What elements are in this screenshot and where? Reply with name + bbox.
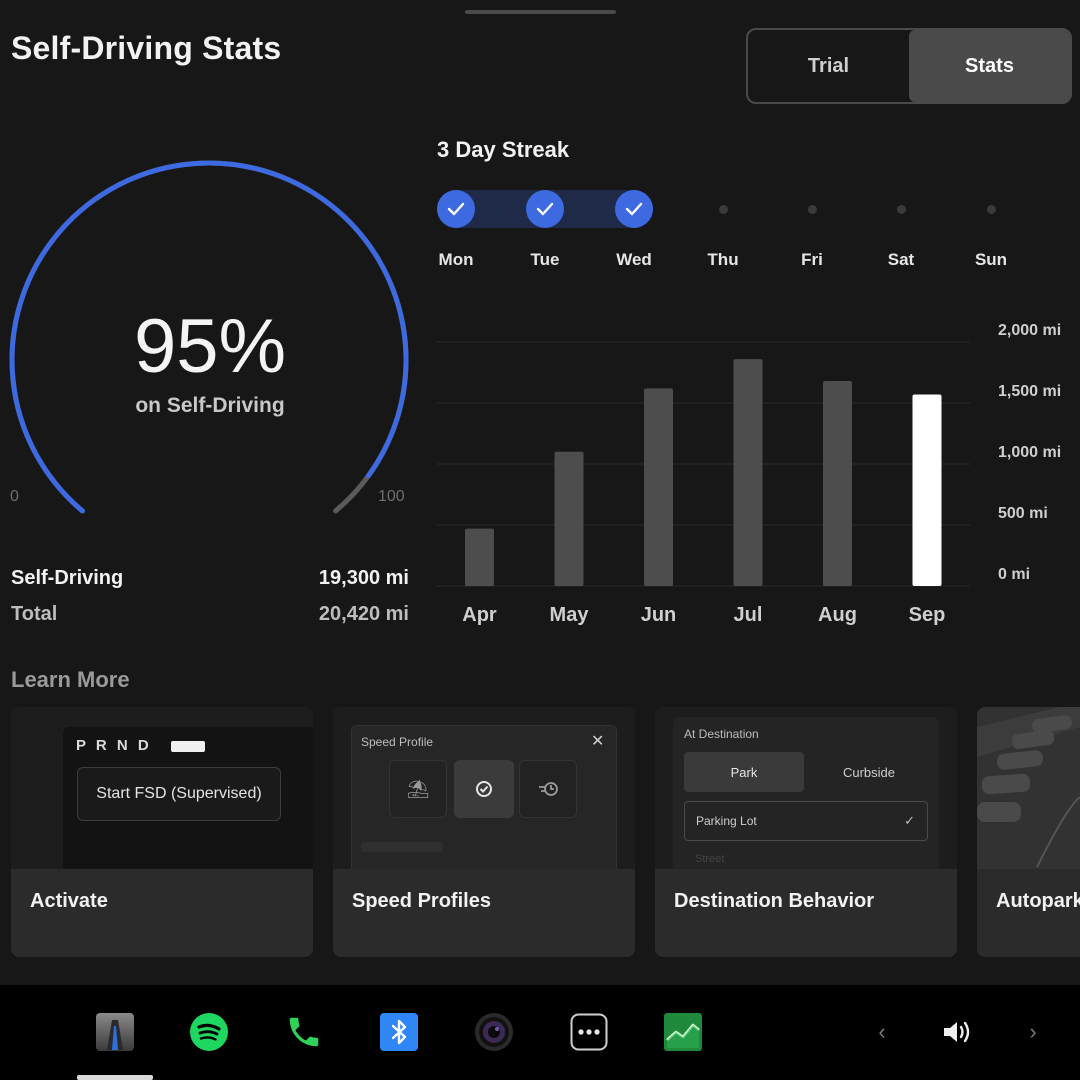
- y-tick-label: 500 mi: [998, 505, 1048, 522]
- bar-jul[interactable]: [733, 359, 763, 586]
- streak-title: 3 Day Streak: [437, 137, 570, 162]
- bar-apr[interactable]: [465, 528, 494, 586]
- y-tick-label: 0 mi: [998, 566, 1030, 583]
- tab-trial[interactable]: Trial: [807, 54, 850, 77]
- phone-icon[interactable]: [284, 1012, 324, 1052]
- learn-more-heading: Learn More: [11, 667, 130, 692]
- stat-value: 19,300 mi: [318, 567, 409, 589]
- close-icon: ✕: [591, 733, 605, 750]
- autopilot-icon[interactable]: [95, 1012, 135, 1052]
- streak-day-sun: [972, 190, 1010, 228]
- hurry-icon: [519, 760, 577, 818]
- streak-day-wed: [615, 190, 653, 228]
- y-tick-label: 1,000 mi: [998, 444, 1061, 461]
- x-tick-label: Apr: [462, 604, 497, 626]
- parking-lot-select: Parking Lot ✓: [684, 801, 928, 841]
- x-tick-label: Sep: [909, 604, 946, 626]
- bluetooth-icon[interactable]: [379, 1012, 419, 1052]
- gauge-subtitle: on Self-Driving: [135, 394, 285, 417]
- streak-day-sat: [882, 190, 920, 228]
- monthly-miles-chart: 0 mi 500 mi 1,000 mi 1,500 mi 2,000 mi Apr May…: [437, 322, 1061, 626]
- x-tick-label: May: [550, 604, 590, 626]
- y-tick-label: 2,000 mi: [998, 322, 1061, 339]
- start-fsd-button: Start FSD (Supervised): [77, 767, 281, 821]
- y-tick-label: 1,500 mi: [998, 383, 1061, 400]
- x-tick-label: Aug: [818, 604, 857, 626]
- bar-sep[interactable]: [912, 394, 942, 586]
- self-driving-gauge: [9, 160, 409, 514]
- chevron-left-icon[interactable]: ‹: [878, 1019, 886, 1044]
- bar-aug[interactable]: [823, 381, 852, 586]
- card-autopark[interactable]: Autopark: [977, 707, 1080, 957]
- street-option: Street: [695, 853, 725, 865]
- streak-day-label: Sun: [974, 250, 1008, 269]
- card-activate[interactable]: P R N D Start FSD (Supervised) Activate: [11, 707, 313, 957]
- streak-day-label: Wed: [616, 250, 652, 269]
- card-label: Speed Profiles: [352, 890, 491, 912]
- camera-icon[interactable]: [474, 1012, 514, 1052]
- curbside-option: Curbside: [842, 764, 896, 780]
- parking-lot-image: [977, 707, 1080, 869]
- empty-day-dot: [807, 204, 817, 214]
- drag-handle[interactable]: [465, 10, 616, 14]
- card-thumbnail: P R N D Start FSD (Supervised): [11, 707, 313, 869]
- page-title: Self-Driving Stats: [11, 30, 282, 66]
- panel-title: Speed Profile: [361, 735, 434, 749]
- battery-indicator: [171, 741, 205, 752]
- gauge-min-label: 0: [10, 488, 19, 505]
- streak-day-label: Thu: [707, 250, 739, 269]
- streak-day-thu: [704, 190, 742, 228]
- card-label: Destination Behavior: [674, 890, 875, 912]
- streak-day-tue: [526, 190, 564, 228]
- stat-total: Total 20,420 mi: [11, 603, 409, 626]
- card-thumbnail: Speed Profile ✕ ⛱: [333, 707, 635, 869]
- card-thumbnail: At Destination Park Curbside Parking Lot…: [655, 707, 957, 869]
- stat-label: Total: [11, 603, 58, 625]
- empty-day-dot: [718, 204, 728, 214]
- streak-day-fri: [793, 190, 831, 228]
- volume-icon[interactable]: [937, 1012, 977, 1052]
- chill-icon: ⛱: [389, 760, 447, 818]
- x-tick-label: Jul: [734, 604, 763, 626]
- card-thumbnail: [977, 707, 1080, 869]
- empty-day-dot: [986, 204, 996, 214]
- taskbar: [0, 985, 1080, 1080]
- check-icon: [526, 190, 564, 228]
- streak-day-label: Tue: [530, 250, 560, 269]
- streak-day-mon: [437, 190, 475, 228]
- stat-value: 20,420 mi: [318, 603, 409, 625]
- check-icon: [615, 190, 653, 228]
- streak-day-label: Sat: [887, 250, 915, 269]
- active-app-indicator: [77, 1075, 153, 1080]
- stocks-icon[interactable]: [663, 1012, 703, 1052]
- card-label: Activate: [30, 890, 108, 912]
- gauge-fill: [9, 160, 409, 514]
- gear-selector: P R N D: [76, 737, 152, 754]
- empty-day-dot: [896, 204, 906, 214]
- park-option: Park: [684, 752, 804, 792]
- stat-label: Self-Driving: [11, 567, 124, 589]
- streak-day-label: Fri: [801, 250, 823, 269]
- more-icon[interactable]: [569, 1012, 609, 1052]
- select-value: Parking Lot: [696, 814, 757, 828]
- check-icon: [437, 190, 475, 228]
- view-toggle: Trial Stats: [746, 28, 1072, 104]
- gauge-percent: 95%: [133, 304, 287, 389]
- bar-jun[interactable]: [644, 388, 673, 586]
- bar-may[interactable]: [554, 451, 584, 586]
- gauge-max-label: 100: [378, 488, 405, 505]
- spotify-icon[interactable]: [189, 1012, 229, 1052]
- standard-icon: [454, 760, 514, 818]
- chevron-right-icon[interactable]: ›: [1029, 1019, 1037, 1044]
- x-tick-label: Jun: [641, 604, 677, 626]
- check-icon: ✓: [904, 813, 915, 828]
- stat-self-driving: Self-Driving 19,300 mi: [11, 567, 409, 590]
- panel-title: At Destination: [684, 727, 759, 741]
- tab-stats[interactable]: Stats: [909, 30, 1070, 102]
- streak-day-label: Mon: [438, 250, 474, 269]
- card-destination-behavior[interactable]: At Destination Park Curbside Parking Lot…: [655, 707, 957, 957]
- card-label: Autopark: [996, 890, 1080, 912]
- card-speed-profiles[interactable]: Speed Profile ✕ ⛱ Speed Profiles: [333, 707, 635, 957]
